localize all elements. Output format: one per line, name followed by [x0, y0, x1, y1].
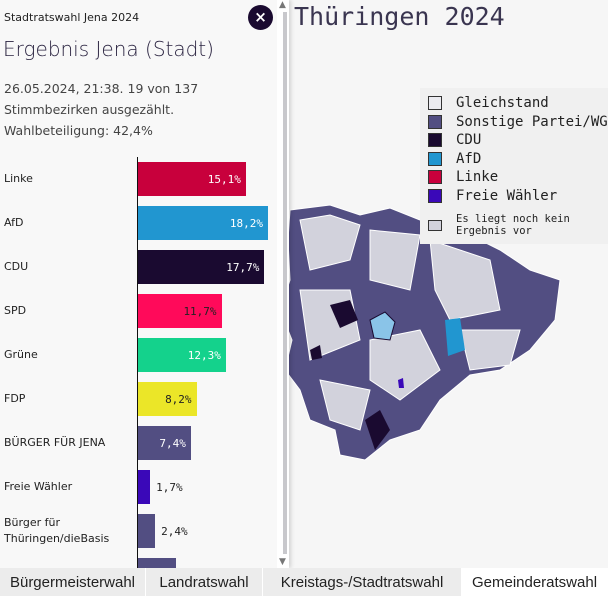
result-row: BÜRGER FÜR JENA 7,4%	[0, 421, 277, 465]
chart-axis	[137, 157, 138, 568]
party-name: AfD	[4, 216, 24, 229]
panel-subtitle: Stadtratswahl Jena 2024	[4, 11, 140, 24]
result-row: Freie Wähler 1,7%	[0, 465, 277, 509]
result-bar	[138, 338, 226, 372]
panel-title: Ergebnis Jena (Stadt)	[3, 37, 214, 61]
legend-item: Freie Wähler	[428, 187, 600, 206]
legend-item: AfD	[428, 150, 600, 169]
result-row: Grüne 12,3%	[0, 333, 277, 377]
result-row: FDP 8,2%	[0, 377, 277, 421]
legend-item-no-result: Es liegt noch kein Ergebnis vor	[428, 213, 600, 237]
result-bar	[138, 250, 265, 284]
legend-item: CDU	[428, 131, 600, 150]
panel-info: 26.05.2024, 21:38. 19 von 137 Stimmbezir…	[4, 78, 198, 141]
map-title: Thüringen 2024	[294, 2, 505, 31]
scroll-up-icon[interactable]: ▲	[279, 0, 286, 10]
legend-swatch	[428, 219, 442, 231]
legend-label: Linke	[456, 169, 499, 186]
party-name: CDU	[4, 260, 29, 273]
legend-swatch	[428, 96, 442, 111]
result-value: 8,2%	[165, 392, 192, 406]
count-status-cont: Stimmbezirken ausgezählt.	[4, 102, 175, 117]
legend-swatch	[428, 170, 442, 185]
party-name: Bürger für Thüringen/dieBasis	[4, 516, 110, 545]
result-value: 2,4%	[161, 524, 188, 538]
party-name: Grüne	[4, 348, 38, 361]
legend-label: CDU	[456, 132, 482, 149]
result-row: CDU 17,7%	[0, 245, 277, 289]
tab-buergermeisterwahl[interactable]: Bürgermeisterwahl	[0, 568, 146, 596]
result-bar	[138, 294, 222, 328]
result-row	[0, 553, 277, 568]
result-value: 17,7%	[226, 260, 260, 274]
result-row: Linke 15,1%	[0, 157, 277, 201]
legend-item: Sonstige Partei/WG	[428, 113, 608, 132]
result-value: 1,7%	[156, 480, 183, 494]
result-panel: Stadtratswahl Jena 2024 Ergebnis Jena (S…	[0, 0, 289, 568]
tab-gemeinderatswahl[interactable]: Gemeinderatswahl	[462, 568, 608, 596]
result-bar	[138, 206, 268, 240]
legend-swatch	[428, 114, 442, 129]
result-bar	[138, 470, 151, 504]
result-bar	[138, 162, 246, 196]
result-row: AfD 18,2%	[0, 201, 277, 245]
result-value: 12,3%	[187, 348, 221, 362]
result-bar	[138, 426, 191, 460]
thuringia-map[interactable]	[270, 200, 570, 470]
result-bar	[138, 558, 176, 568]
result-value: 11,7%	[183, 304, 217, 318]
scrollbar-thumb[interactable]	[283, 12, 287, 554]
map-legend: Gleichstand Sonstige Partei/WG CDU AfD L…	[420, 88, 608, 244]
legend-label: Es liegt noch kein Ergebnis vor	[456, 213, 570, 237]
scroll-down-icon[interactable]: ▼	[279, 557, 286, 567]
legend-item: Gleichstand	[428, 94, 600, 113]
close-button[interactable]: ×	[248, 5, 273, 30]
legend-swatch	[428, 151, 442, 166]
legend-item: Linke	[428, 168, 600, 187]
legend-label: Sonstige Partei/WG	[456, 113, 608, 130]
legend-label: AfD	[456, 150, 482, 167]
tab-landratswahl[interactable]: Landratswahl	[146, 568, 263, 596]
result-value: 15,1%	[207, 172, 241, 186]
party-name: Linke	[4, 172, 33, 185]
result-bar	[138, 514, 156, 548]
result-value: 18,2%	[229, 216, 263, 230]
legend-swatch	[428, 188, 442, 203]
party-name: BÜRGER FÜR JENA	[4, 436, 106, 449]
party-name: FDP	[4, 392, 26, 405]
legend-label: Gleichstand	[456, 95, 549, 112]
count-status: 26.05.2024, 21:38. 19 von 137	[4, 81, 199, 96]
party-name: Freie Wähler	[4, 480, 73, 493]
result-row: SPD 11,7%	[0, 289, 277, 333]
result-row: Bürger für Thüringen/dieBasis 2,4%	[0, 509, 277, 553]
result-value: 7,4%	[159, 436, 186, 450]
tab-kreistagswahl[interactable]: Kreistags-/Stadtratswahl	[263, 568, 462, 596]
legend-label: Freie Wähler	[456, 187, 558, 204]
turnout: Wahlbeteiligung: 42,4%	[4, 123, 153, 138]
legend-swatch	[428, 133, 442, 148]
result-bar	[138, 382, 197, 416]
party-name	[4, 553, 134, 568]
election-tabs: Bürgermeisterwahl Landratswahl Kreistags…	[0, 568, 608, 596]
party-name: SPD	[4, 304, 27, 317]
